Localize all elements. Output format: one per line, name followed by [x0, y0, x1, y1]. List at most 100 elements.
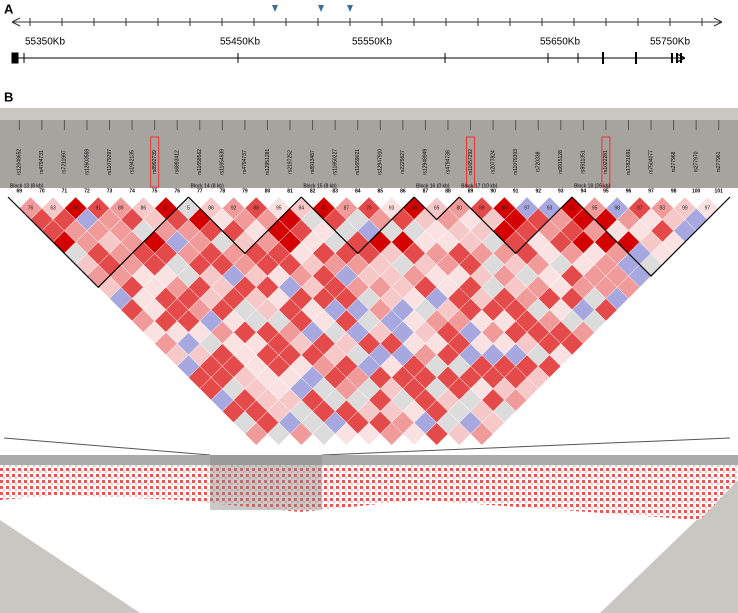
- ld-value: 93: [389, 206, 395, 212]
- ld-cell: [267, 422, 291, 446]
- snp-name: rs2229627: [400, 150, 406, 174]
- ld-cell: [447, 422, 471, 446]
- snp-name: rs2197252: [287, 150, 293, 174]
- column-number: 75: [152, 188, 158, 194]
- snp-name: rs277961: [716, 151, 722, 172]
- axis-label: 55750Kb: [650, 37, 690, 48]
- snp-name: rs277968: [671, 151, 677, 172]
- ld-value: 89: [479, 206, 485, 212]
- axis-label: 55650Kb: [540, 37, 580, 48]
- column-number: 79: [242, 188, 248, 194]
- ld-cell: [470, 422, 494, 446]
- ld-cell: [425, 422, 449, 446]
- snp-name: rs4794731: [39, 150, 45, 174]
- snp-name: rs8992739: [152, 150, 158, 174]
- block-label: Block 18 (26 kb): [574, 183, 610, 189]
- block-outline: [7, 196, 189, 289]
- ld-value: 80: [456, 206, 462, 212]
- ld-value: 41: [321, 206, 327, 212]
- ld-value: 94: [299, 206, 305, 212]
- snp-name: rs1942135: [129, 150, 135, 174]
- snp-name: rs4794737: [242, 150, 248, 174]
- column-number: 101: [715, 188, 724, 194]
- column-number: 92: [535, 188, 541, 194]
- ld-value: 87: [344, 206, 350, 212]
- snp-name: rs12603559: [84, 149, 90, 176]
- ld-value: 98: [614, 206, 620, 212]
- ld-cell: [357, 422, 381, 446]
- block-label: Block 14 (8 kb): [191, 183, 225, 189]
- ld-value: 76: [366, 206, 372, 212]
- snp-map: [0, 108, 738, 120]
- column-number: 77: [197, 188, 203, 194]
- ld-cell: [334, 422, 359, 446]
- snp-name: rs12947910: [378, 149, 384, 176]
- column-number: 71: [62, 188, 68, 194]
- block-outline: [188, 196, 302, 255]
- column-number: 80: [265, 188, 271, 194]
- ld-value: 97: [524, 206, 530, 212]
- ld-value: 96: [208, 206, 214, 212]
- ld-value: 91: [95, 206, 101, 212]
- snp-name: rs12951281: [265, 149, 271, 176]
- ld-value: 88: [253, 206, 259, 212]
- ld-value: 99: [682, 206, 688, 212]
- snp-name: rs8913487: [310, 150, 316, 174]
- snp-name: rs11079303: [513, 149, 519, 175]
- ld-cell: [244, 422, 268, 446]
- column-number: 82: [310, 188, 316, 194]
- column-number: 76: [174, 188, 180, 194]
- snp-name: rs12948949: [423, 149, 429, 176]
- full-snp-band: [0, 455, 738, 465]
- column-number: 72: [84, 188, 90, 194]
- column-number: 94: [581, 188, 587, 194]
- snp-name: rs1022281: [603, 150, 609, 174]
- column-number: 93: [558, 188, 564, 194]
- ld-plot: 76 63 85 91 89 86 97 5 96 92 88 95 94 41 87 76 93 98 65 80 8…: [7, 196, 731, 446]
- column-number: 100: [692, 188, 701, 194]
- column-number: 98: [671, 188, 677, 194]
- column-number: 84: [355, 188, 361, 194]
- zoom-window: [210, 455, 322, 510]
- snp-name: rs7504077: [648, 150, 654, 174]
- ld-value: 63: [50, 206, 56, 212]
- column-number: 87: [423, 188, 429, 194]
- block-outline: [458, 196, 573, 255]
- ld-value: 92: [231, 206, 237, 212]
- snp-highlight: [601, 136, 611, 188]
- snp-name: rs12048652: [17, 149, 23, 176]
- snp-name: rs7211997: [62, 150, 68, 173]
- block-outline: [413, 196, 460, 221]
- ld-value: 97: [163, 206, 169, 212]
- snp-name: rs11079297: [107, 149, 113, 175]
- column-number: 89: [468, 188, 474, 194]
- ld-value: 95: [276, 206, 282, 212]
- ld-value: 81: [569, 206, 575, 212]
- snp-name: rs6893412: [175, 150, 181, 174]
- block-label: Block 16 (0 kb): [416, 183, 450, 189]
- exons: [11, 52, 682, 64]
- ld-value: 86: [141, 206, 147, 212]
- ld-cell: [289, 422, 313, 446]
- snp-band: [0, 108, 738, 188]
- snp-name: rs11659021: [355, 149, 361, 175]
- panel-label: A: [4, 1, 14, 16]
- ld-value: 85: [73, 206, 79, 212]
- ld-value: 93: [660, 206, 666, 212]
- ld-value: 93: [547, 206, 553, 212]
- column-number: 81: [287, 188, 293, 194]
- column-number: 85: [378, 188, 384, 194]
- block-label: Block 15 (8 kb): [303, 183, 337, 189]
- column-number: 83: [332, 188, 338, 194]
- block-outline: [300, 196, 415, 255]
- column-number: 91: [513, 188, 519, 194]
- ld-value: 65: [434, 206, 440, 212]
- snp-name: rs11654639: [220, 149, 226, 175]
- snp-highlight: [466, 136, 476, 188]
- arrows: [11, 17, 723, 27]
- column-number: 90: [490, 188, 496, 194]
- ld-value: 76: [28, 206, 34, 212]
- column-number: 88: [445, 188, 451, 194]
- axis-label: 55550Kb: [352, 37, 392, 48]
